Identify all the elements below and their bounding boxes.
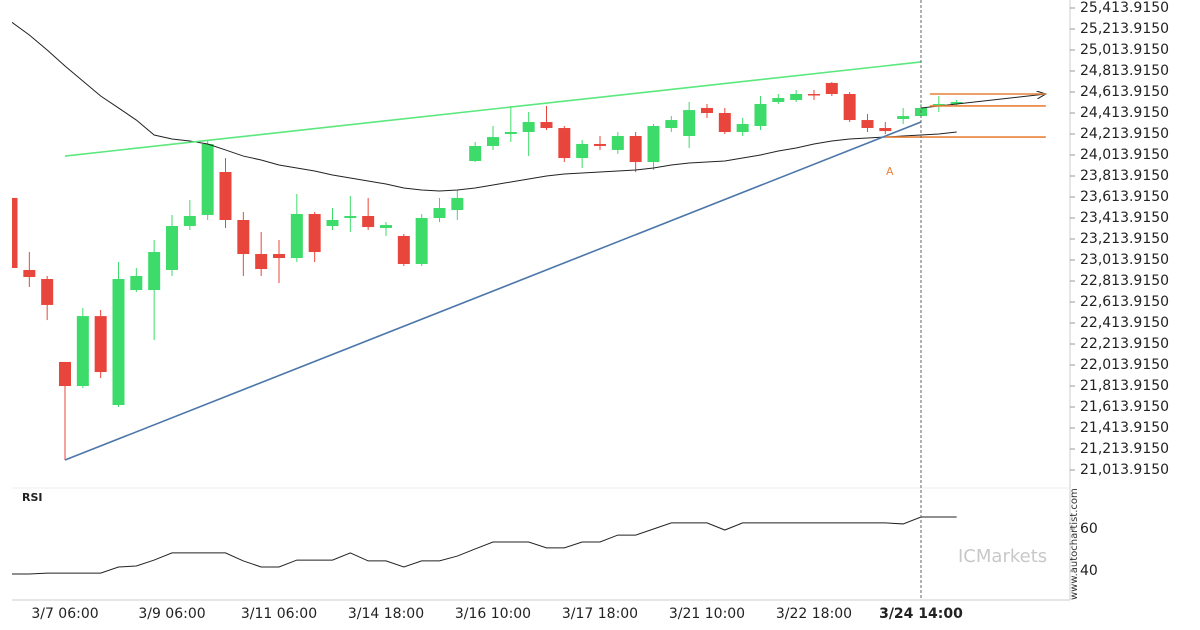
rsi-title: RSI — [22, 491, 43, 504]
candle-body — [165, 225, 178, 270]
candle-body — [736, 124, 749, 133]
candle-body — [112, 279, 125, 406]
candle-body — [272, 254, 285, 259]
candle-body — [308, 214, 321, 253]
candle-body — [255, 254, 268, 270]
y-tick-label: 24,813.9150 — [1080, 63, 1169, 79]
candle-body — [344, 216, 357, 219]
candle-body — [469, 145, 482, 161]
candle-body — [700, 107, 713, 113]
candle-body — [326, 219, 339, 226]
candle-body — [665, 120, 678, 129]
y-tick-label: 23,413.9150 — [1080, 210, 1169, 226]
candle-body — [754, 103, 767, 127]
y-tick-label: 40 — [1080, 563, 1098, 579]
moving-average — [12, 21, 957, 192]
candle-body — [130, 275, 143, 291]
candle-body — [807, 93, 820, 96]
y-tick-label: 25,013.9150 — [1080, 42, 1169, 58]
y-tick-label: 22,013.9150 — [1080, 357, 1169, 373]
candle-body — [237, 219, 250, 255]
candle-body — [576, 143, 589, 159]
y-tick-label: 60 — [1080, 521, 1098, 537]
y-tick-label: 21,413.9150 — [1080, 420, 1169, 436]
candle-body — [861, 120, 874, 129]
y-tick-label: 23,013.9150 — [1080, 252, 1169, 268]
source-credit: www.autochartist.com — [1069, 488, 1080, 600]
candle-body — [522, 122, 535, 133]
candle-body — [415, 218, 428, 264]
candle-body — [843, 93, 856, 121]
y-tick-label: 23,213.9150 — [1080, 231, 1169, 247]
candle-body — [23, 269, 36, 278]
candle-body — [540, 122, 553, 129]
candle-body — [451, 197, 464, 211]
candle-body — [932, 103, 945, 106]
x-tick-label: 3/7 06:00 — [31, 606, 98, 622]
candle-body — [825, 82, 838, 94]
candle-body — [183, 216, 196, 226]
candle-body — [58, 361, 71, 387]
rsi-line — [12, 516, 957, 575]
candle-body — [433, 208, 446, 219]
x-tick-label: 3/9 06:00 — [138, 606, 205, 622]
candle-body — [290, 214, 303, 259]
candle-body — [504, 132, 517, 134]
candle-body — [76, 316, 89, 387]
y-tick-label: 21,213.9150 — [1080, 441, 1169, 457]
candle-body — [611, 135, 624, 150]
candle-body — [94, 316, 107, 373]
watermark: ICMarkets — [958, 546, 1047, 567]
x-tick-label: 3/22 18:00 — [776, 606, 852, 622]
y-tick-label: 22,413.9150 — [1080, 315, 1169, 331]
x-tick-label: 3/14 18:00 — [348, 606, 424, 622]
candle-body — [397, 235, 410, 264]
candle-body — [683, 110, 696, 136]
x-tick-label: 3/21 10:00 — [669, 606, 745, 622]
y-tick-label: 21,613.9150 — [1080, 399, 1169, 415]
candle-body — [219, 172, 232, 220]
candle-body — [647, 126, 660, 163]
y-tick-label: 24,613.9150 — [1080, 84, 1169, 100]
candle-body — [148, 252, 161, 291]
candle-body — [718, 112, 731, 133]
y-tick-label: 23,613.9150 — [1080, 189, 1169, 205]
y-tick-label: 24,213.9150 — [1080, 126, 1169, 142]
candle-body — [379, 225, 392, 228]
candle-body — [879, 128, 892, 132]
y-tick-label: 22,213.9150 — [1080, 336, 1169, 352]
pattern-annotation: A — [886, 165, 894, 178]
candle-body — [41, 279, 54, 305]
candle-body — [950, 101, 963, 104]
y-tick-label: 23,813.9150 — [1080, 168, 1169, 184]
x-tick-label: 3/11 06:00 — [241, 606, 317, 622]
y-tick-label: 25,213.9150 — [1080, 21, 1169, 37]
candle-body — [790, 93, 803, 100]
x-tick-label: 3/17 18:00 — [562, 606, 638, 622]
trendline — [64, 61, 922, 157]
x-tick-label: 3/16 10:00 — [455, 606, 531, 622]
trendline — [64, 121, 922, 461]
candle-body — [12, 197, 18, 268]
candle-body — [593, 143, 606, 146]
candle-body — [629, 135, 642, 163]
candle-body — [897, 116, 910, 119]
candle-body — [772, 97, 785, 102]
candle-body — [486, 137, 499, 146]
y-tick-label: 24,013.9150 — [1080, 147, 1169, 163]
y-tick-label: 21,813.9150 — [1080, 378, 1169, 394]
y-tick-label: 22,613.9150 — [1080, 294, 1169, 310]
y-tick-label: 24,413.9150 — [1080, 105, 1169, 121]
y-tick-label: 25,413.9150 — [1080, 0, 1169, 16]
plot-area — [12, 0, 1070, 600]
x-tick-label: 3/24 14:00 — [879, 606, 963, 622]
candle-body — [362, 216, 375, 228]
plot-layer — [12, 21, 1046, 575]
y-tick-label: 22,813.9150 — [1080, 273, 1169, 289]
candle-body — [558, 128, 571, 159]
y-tick-label: 21,013.9150 — [1080, 462, 1169, 478]
candle-body — [201, 143, 214, 215]
